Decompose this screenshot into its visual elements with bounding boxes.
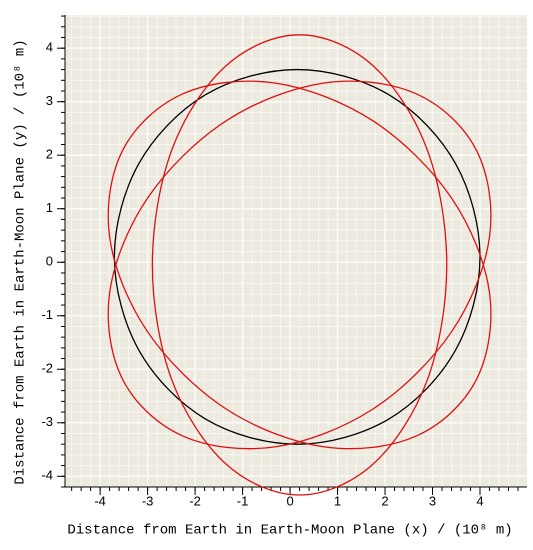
y-tick-label: 2 — [46, 147, 53, 162]
x-tick-label: -2 — [189, 493, 201, 508]
x-tick-label: 4 — [476, 493, 483, 508]
x-tick-label: 1 — [334, 493, 341, 508]
y-axis-title: Distance from Earth in Earth-Moon Plane … — [13, 39, 29, 484]
y-tick-label: -4 — [41, 468, 53, 483]
x-tick-label: -3 — [142, 493, 154, 508]
y-tick-label: 0 — [46, 254, 53, 269]
y-tick-label: -3 — [41, 414, 53, 429]
orbit-line — [113, 68, 481, 445]
y-tick-label: -1 — [41, 307, 53, 322]
x-axis-title: Distance from Earth in Earth-Moon Plane … — [67, 523, 512, 539]
x-tick-label: 2 — [381, 493, 388, 508]
orbit-line — [151, 34, 448, 496]
x-tick-label: -4 — [94, 493, 106, 508]
y-tick-label: -2 — [41, 361, 53, 376]
y-tick-label: 1 — [46, 200, 53, 215]
plot-area — [65, 15, 527, 487]
orbit-line — [107, 80, 492, 450]
x-tick-label: -1 — [237, 493, 249, 508]
orbit-line — [107, 80, 492, 450]
x-tick-label: 3 — [429, 493, 436, 508]
y-tick-label: 3 — [46, 93, 53, 108]
x-tick-label: 0 — [286, 493, 293, 508]
y-tick-label: 4 — [46, 40, 53, 55]
